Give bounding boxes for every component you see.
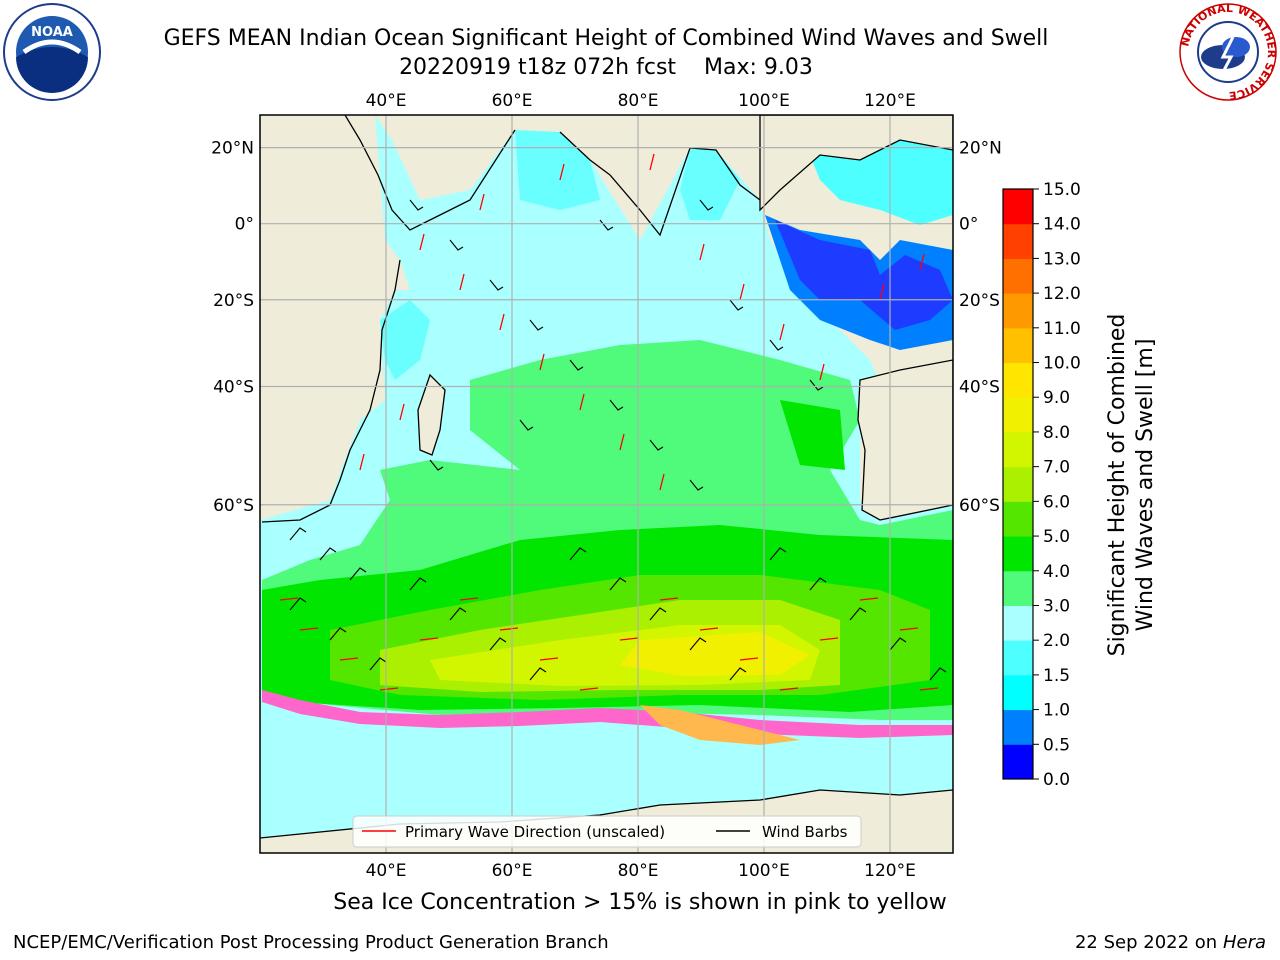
colorbar-swatch xyxy=(1003,327,1033,364)
colorbar-tick-label: 14.0 xyxy=(1043,215,1081,235)
lon-label-bottom: 120°E xyxy=(864,861,916,881)
colorbar-swatch xyxy=(1003,501,1033,537)
coastline-india xyxy=(559,131,761,237)
legend-wave-label: Primary Wave Direction (unscaled) xyxy=(405,823,665,841)
coastline-australia xyxy=(857,359,953,521)
coastline-seasia xyxy=(759,115,953,212)
colorbar-tick-label: 15.0 xyxy=(1043,180,1081,200)
colorbar-tick-label: 9.0 xyxy=(1043,388,1070,408)
lon-label-top: 100°E xyxy=(738,91,790,111)
colorbar-swatch xyxy=(1003,744,1033,780)
graticule xyxy=(260,115,953,853)
lat-label-right: 40°S xyxy=(959,378,1000,398)
lat-label-left: 20°S xyxy=(213,291,254,311)
colorbar-swatch xyxy=(1003,431,1033,468)
sea-very-low-waves xyxy=(775,220,953,330)
wave-direction-arrows xyxy=(279,153,939,691)
map-legend: Primary Wave Direction (unscaled) Wind B… xyxy=(352,815,862,848)
footer-date-text: 22 Sep 2022 on xyxy=(1074,932,1218,953)
colorbar-tick-label: 13.0 xyxy=(1043,249,1081,269)
colorbar-tick-label: 4.0 xyxy=(1043,562,1070,582)
sea-ice-edge xyxy=(262,690,953,738)
lat-label-left: 60°S xyxy=(213,496,254,516)
colorbar-tick-label: 7.0 xyxy=(1043,458,1070,478)
colorbar-tick-label: 11.0 xyxy=(1043,319,1081,339)
wind-barbs xyxy=(289,199,947,681)
colorbar-swatch xyxy=(1003,640,1033,676)
sea-ice-caption: Sea Ice Concentration > 15% is shown in … xyxy=(333,890,947,915)
coastline-africa-arabia xyxy=(261,115,516,523)
map-frame xyxy=(259,114,954,854)
lon-label-top: 40°E xyxy=(366,91,407,111)
colorbar-tick-label: 10.0 xyxy=(1043,354,1081,374)
lat-label-right: 60°S xyxy=(959,496,1000,516)
colorbar-swatch xyxy=(1003,223,1033,259)
nws-logo: NATIONAL WEATHER SERVICE xyxy=(1178,2,1278,102)
lon-label-bottom: 80°E xyxy=(618,861,659,881)
colorbar-swatch xyxy=(1003,258,1033,294)
lat-label-left: 40°S xyxy=(213,378,254,398)
noaa-logo-text: NOAA xyxy=(31,25,73,40)
colorbar-label-line2: Wind Waves and Swell [m] xyxy=(1133,339,1158,632)
colorbar-swatch xyxy=(1003,709,1033,745)
colorbar-swatch xyxy=(1003,570,1033,606)
colorbar-swatch xyxy=(1003,397,1033,433)
footer-host: Hera xyxy=(1222,932,1266,953)
colorbar: 0.0 0.5 1.0 1.5 2.0 3.0 4.0 5.0 6.0 7.0 8.0 9.0 10.0… xyxy=(1002,180,1081,790)
colorbar-tick-label: 12.0 xyxy=(1043,284,1081,304)
colorbar-swatch xyxy=(1003,605,1033,641)
chart-subtitle: 20220919 t18z 072h fcst Max: 9.03 xyxy=(0,55,1212,80)
colorbar-tick-label: 1.0 xyxy=(1043,701,1070,721)
colorbar-tick-label: 3.0 xyxy=(1043,596,1070,616)
colorbar-tick-label: 2.0 xyxy=(1043,631,1070,651)
lat-label-left: 20°N xyxy=(211,139,254,159)
colorbar-swatch xyxy=(1003,189,1033,225)
colorbar-tick-label: 0.0 xyxy=(1043,770,1070,790)
lon-label-top: 60°E xyxy=(492,91,533,111)
colorbar-swatch xyxy=(1003,466,1033,502)
colorbar-swatch xyxy=(1003,362,1033,398)
colorbar-tick-label: 1.5 xyxy=(1043,666,1070,686)
footer-date: 22 Sep 2022 on Hera xyxy=(1075,932,1266,953)
coastline-madagascar xyxy=(417,373,446,456)
lat-label-right: 20°N xyxy=(959,139,1002,159)
colorbar-swatch xyxy=(1003,293,1033,329)
lat-label-right: 20°S xyxy=(959,291,1000,311)
chart-title: GEFS MEAN Indian Ocean Significant Heigh… xyxy=(163,26,1049,51)
forecast-run: 20220919 t18z 072h fcst xyxy=(399,55,677,80)
colorbar-tick-label: 8.0 xyxy=(1043,423,1070,443)
footer-branch: NCEP/EMC/Verification Post Processing Pr… xyxy=(13,932,609,953)
lon-label-top: 120°E xyxy=(864,91,916,111)
lon-label-top: 80°E xyxy=(618,91,659,111)
lat-label-right: 0° xyxy=(959,215,978,235)
colorbar-tick-label: 0.5 xyxy=(1043,735,1070,755)
colorbar-tick-label: 6.0 xyxy=(1043,492,1070,512)
max-value: Max: 9.03 xyxy=(704,55,813,80)
lon-label-bottom: 100°E xyxy=(738,861,790,881)
colorbar-frame xyxy=(1002,188,1034,780)
lon-label-bottom: 40°E xyxy=(366,861,407,881)
colorbar-label-line1: Significant Height of Combined xyxy=(1105,314,1130,657)
legend-barb-label: Wind Barbs xyxy=(762,823,848,841)
lat-label-left: 0° xyxy=(235,215,254,235)
noaa-logo: NOAA xyxy=(3,3,101,101)
colorbar-swatch xyxy=(1003,536,1033,572)
colorbar-tick-label: 5.0 xyxy=(1043,527,1070,547)
lon-label-bottom: 60°E xyxy=(492,861,533,881)
waves-8m xyxy=(620,632,810,676)
colorbar-swatch xyxy=(1003,674,1033,711)
